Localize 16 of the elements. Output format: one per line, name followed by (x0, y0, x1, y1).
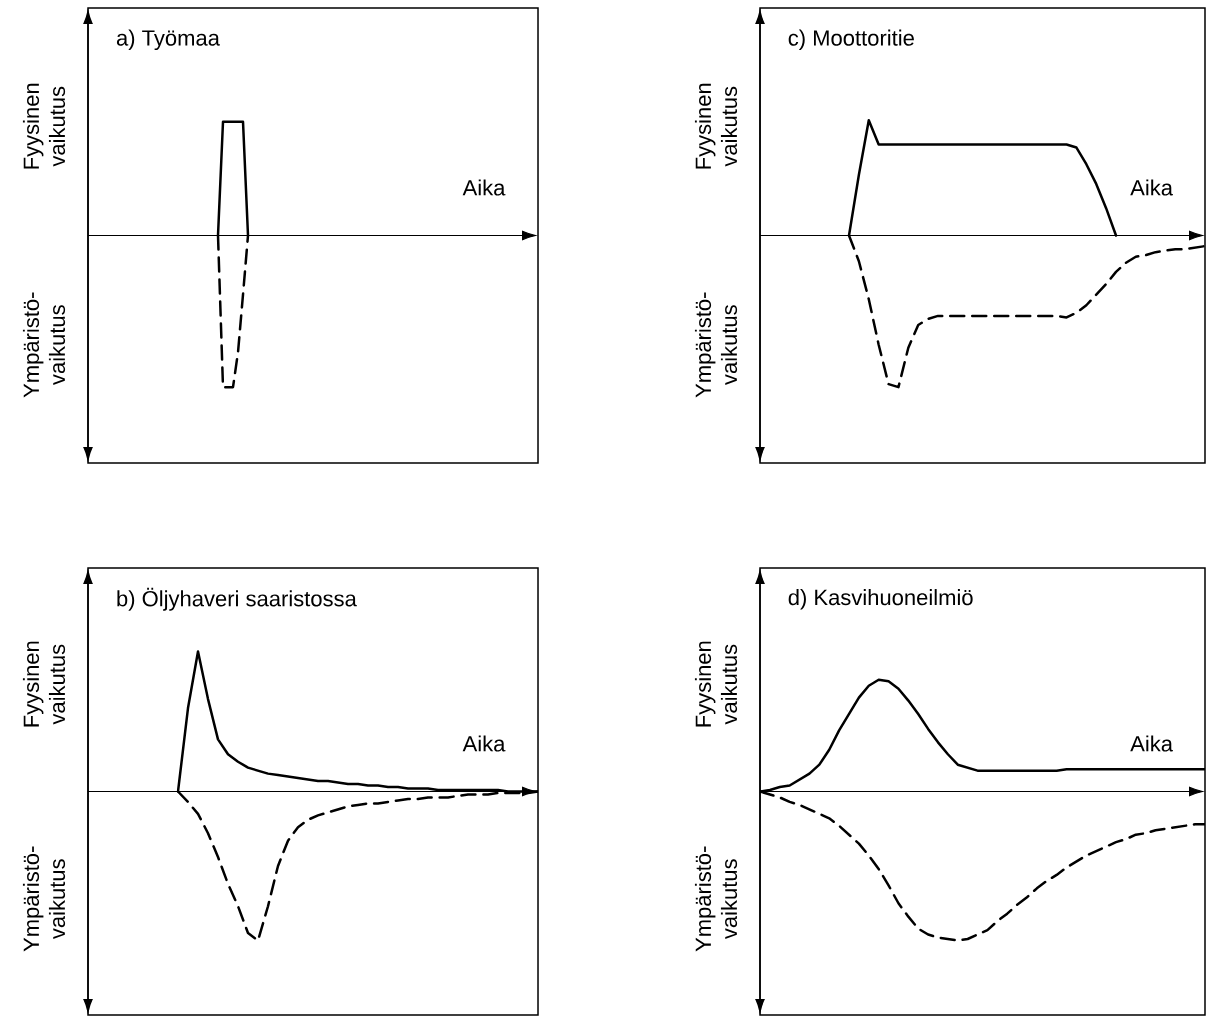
chart-title: b) Öljyhaveri saaristossa (117, 587, 357, 611)
chart-title: a) Työmaa (116, 29, 220, 51)
x-axis-title: Aika (1130, 735, 1173, 752)
text: Ympäristö- vaikutus (694, 292, 738, 398)
text: Ympäristö- vaikutus (694, 846, 738, 952)
text: Fyysinen vaikutus (22, 83, 66, 169)
text: Ympäristö- vaikutus (22, 292, 66, 398)
x-axis-title: Aika (462, 179, 506, 196)
chart-title: d) Kasvihuoneilmiö (788, 589, 973, 610)
text: Ympäristö- vaikutus (22, 846, 66, 952)
x-axis-title: Aika (462, 735, 506, 752)
text: Fyysinen vaikutus (22, 641, 66, 727)
chart-title: c) Moottoritie (788, 29, 914, 51)
text: Fyysinen vaikutus (694, 641, 738, 727)
text: Fyysinen vaikutus (694, 83, 738, 169)
x-axis-title: Aika (1130, 179, 1173, 196)
